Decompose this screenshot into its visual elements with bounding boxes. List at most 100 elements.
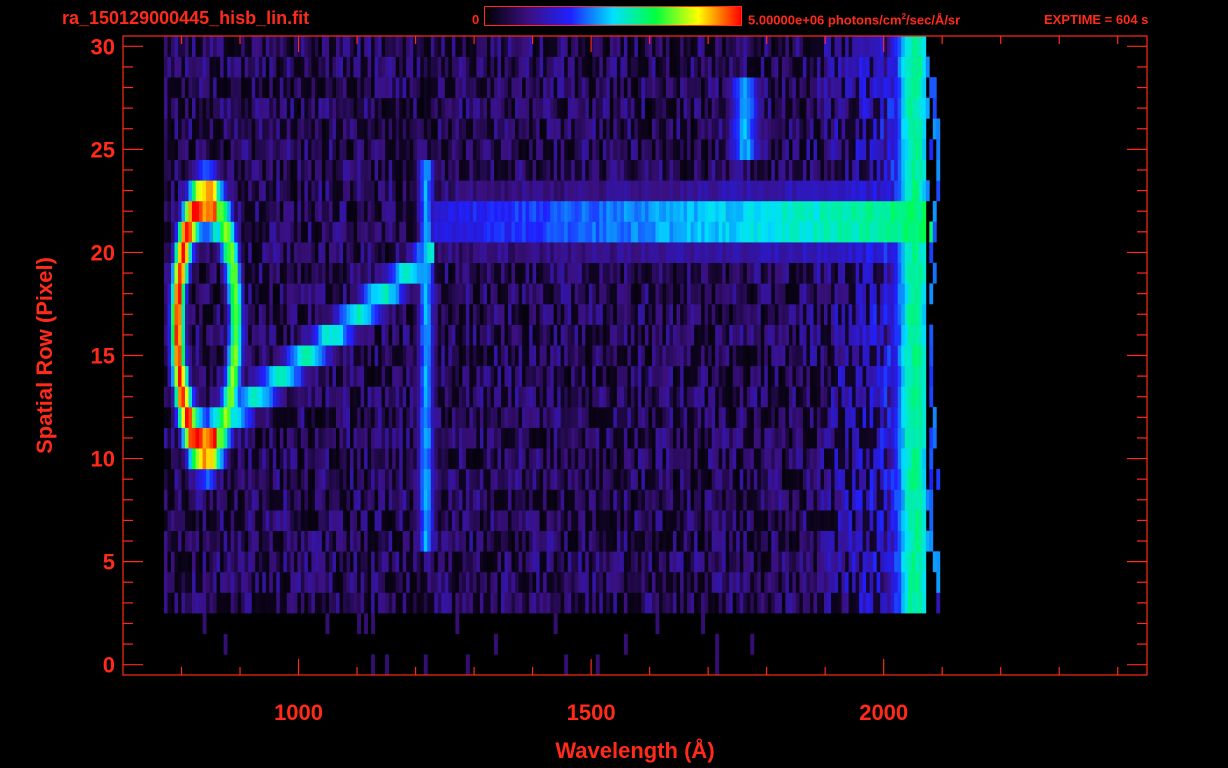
heatmap-cell (364, 613, 368, 635)
heatmap-cell (437, 448, 442, 470)
heatmap-cell (718, 592, 723, 614)
heatmap-cell (778, 283, 783, 305)
heatmap-cell (708, 324, 712, 346)
heatmap-cell (248, 530, 253, 552)
heatmap-cell (623, 221, 628, 243)
heatmap-cell (269, 159, 274, 181)
heatmap-cell (711, 510, 716, 531)
heatmap-cell (185, 448, 189, 470)
heatmap-cell (792, 407, 797, 428)
heatmap-cell (687, 200, 691, 222)
heatmap-cell (311, 489, 316, 511)
heatmap-cell (788, 200, 793, 222)
heatmap-cell (237, 489, 242, 511)
heatmap-cell (262, 592, 267, 614)
heatmap-cell (718, 324, 723, 346)
heatmap-cell (388, 551, 393, 573)
heatmap-cell (574, 304, 579, 325)
heatmap-cell (300, 427, 305, 449)
heatmap-cell (757, 283, 762, 305)
heatmap-cell (704, 592, 709, 614)
heatmap-cell (367, 530, 372, 552)
heatmap-cell (627, 551, 632, 573)
heatmap-cell (360, 510, 365, 531)
heatmap-cell (876, 345, 881, 367)
heatmap-cell (272, 571, 277, 593)
heatmap-cell (399, 180, 404, 202)
heatmap-cell (630, 489, 635, 511)
heatmap-cell (623, 427, 628, 449)
heatmap-cell (522, 468, 526, 490)
heatmap-cell (371, 324, 375, 346)
heatmap-cell (887, 489, 892, 511)
heatmap-cell (251, 221, 256, 243)
heatmap-cell (827, 345, 832, 367)
heatmap-cell (367, 427, 372, 449)
heatmap-cell (827, 159, 832, 181)
heatmap-cell (216, 592, 221, 614)
heatmap-cell (687, 448, 691, 470)
heatmap-cell (223, 489, 228, 511)
heatmap-cell (441, 221, 446, 243)
heatmap-cell (314, 242, 319, 263)
heatmap-cell (487, 386, 491, 408)
heatmap-cell (750, 159, 755, 181)
heatmap-cell (845, 180, 849, 202)
heatmap-cell (841, 510, 846, 531)
heatmap-cell (739, 324, 744, 346)
heatmap-cell (757, 242, 762, 263)
heatmap-cell (725, 304, 730, 325)
heatmap-cell (599, 159, 604, 181)
heatmap-cell (469, 386, 474, 408)
heatmap-cell (311, 139, 316, 160)
heatmap-cell (413, 530, 418, 552)
heatmap-cell (718, 221, 723, 243)
heatmap-cell (371, 571, 375, 593)
heatmap-cell (785, 304, 790, 325)
heatmap-cell (206, 304, 210, 325)
heatmap-cell (346, 448, 351, 470)
heatmap-cell (711, 448, 716, 470)
heatmap-cell (669, 180, 674, 202)
heatmap-cell (746, 242, 751, 263)
heatmap-cell (634, 489, 639, 511)
heatmap-cell (525, 283, 530, 305)
heatmap-cell (845, 468, 849, 490)
heatmap-cell (532, 592, 537, 614)
heatmap-cell (297, 571, 302, 593)
heatmap-cell (241, 242, 246, 263)
heatmap-cell (536, 304, 540, 325)
heatmap-cell (244, 365, 249, 387)
heatmap-cell (336, 510, 340, 531)
heatmap-cell (669, 551, 674, 573)
heatmap-cell (634, 200, 639, 222)
heatmap-cell (553, 551, 558, 573)
heatmap-cell (732, 345, 737, 367)
heatmap-cell (655, 448, 660, 470)
heatmap-cell (729, 345, 734, 367)
heatmap-cell (227, 510, 232, 531)
heatmap-cell (213, 159, 217, 181)
heatmap-cell (652, 365, 656, 387)
heatmap-cell (462, 180, 467, 202)
heatmap-cell (887, 200, 892, 222)
heatmap-cell (472, 386, 477, 408)
heatmap-cell (300, 530, 305, 552)
heatmap-cell (630, 159, 635, 181)
heatmap-cell (216, 510, 221, 531)
heatmap-cell (778, 427, 783, 449)
heatmap-cell (286, 551, 291, 573)
heatmap-cell (641, 345, 646, 367)
heatmap-cell (557, 242, 562, 263)
heatmap-cell (708, 407, 712, 428)
heatmap-cell (571, 530, 576, 552)
heatmap-cell (174, 180, 179, 202)
heatmap-cell (395, 324, 400, 346)
heatmap-cell (185, 304, 189, 325)
heatmap-cell (602, 139, 607, 160)
heatmap-cell (676, 551, 681, 573)
heatmap-cell (441, 283, 446, 305)
heatmap-cell (392, 386, 397, 408)
heatmap-cell (314, 304, 319, 325)
heatmap-cell (883, 365, 888, 387)
